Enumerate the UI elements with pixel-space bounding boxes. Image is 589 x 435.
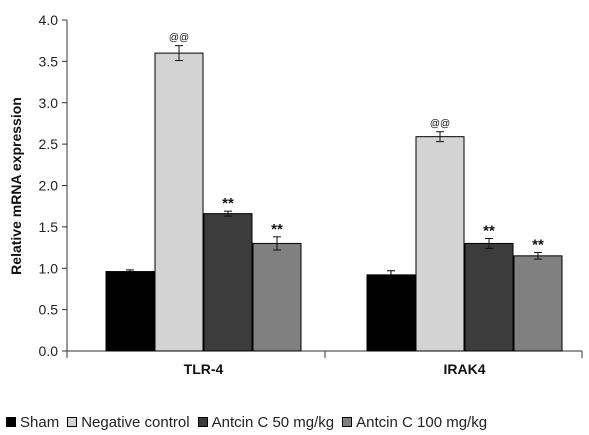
significance-label: ** <box>271 221 283 238</box>
y-tick-label: 0.5 <box>39 302 59 318</box>
y-tick-label: 4.0 <box>39 12 59 28</box>
bar-irak4-series-0 <box>366 274 416 352</box>
bar-tlr-4-series-2 <box>203 213 253 352</box>
legend-label: Antcin C 50 mg/kg <box>211 413 335 431</box>
y-tick-label: 3.0 <box>39 95 59 111</box>
significance-label: ** <box>222 195 234 212</box>
bar-tlr-4-series-3 <box>252 242 302 352</box>
legend-swatch <box>6 417 16 427</box>
y-tick-label: 1.5 <box>39 219 59 235</box>
legend-item: Sham <box>6 414 59 431</box>
bar-irak4-series-3 <box>513 255 563 352</box>
plot-area: 0.0 0.5 1.0 1.5 2.0 2.5 3.0 3.5 4.0 @@ ** ** TLR-4 @@… <box>39 12 583 377</box>
legend-swatch <box>197 417 208 427</box>
legend-item: Antcin C 50 mg/kg <box>197 413 335 431</box>
category-label: TLR-4 <box>184 361 224 377</box>
y-tick-label: 2.0 <box>39 178 59 194</box>
legend-swatch <box>342 417 353 427</box>
legend-label: Sham <box>20 413 60 431</box>
y-tick-label: 3.5 <box>39 53 59 69</box>
y-tick-label: 0.0 <box>39 343 59 359</box>
legend-label: Negative control <box>81 413 190 431</box>
y-axis-label: Relative mRNA expression <box>8 97 24 275</box>
legend-label: Antcin C 100 mg/kg <box>356 413 488 431</box>
y-tick-label: 2.5 <box>39 136 59 152</box>
bar-tlr-4-series-1 <box>154 52 204 352</box>
significance-label: @@ <box>169 33 189 44</box>
significance-label: ** <box>532 237 544 254</box>
legend-item: Negative control <box>67 413 190 431</box>
bar-chart: Relative mRNA expression 0.0 0.5 1.0 1.5 2.0… <box>8 12 583 377</box>
bar-irak4-series-2 <box>464 242 514 352</box>
bar-tlr-4-series-0 <box>105 271 155 352</box>
y-tick-label: 1.0 <box>39 260 59 276</box>
category-label: IRAK4 <box>443 361 485 377</box>
significance-label: ** <box>483 222 495 239</box>
legend-swatch <box>67 417 78 427</box>
bar-irak4-series-1 <box>415 136 465 352</box>
legend: Sham Negative control Antcin C 50 mg/kg Ant… <box>6 411 589 433</box>
significance-label: @@ <box>430 119 450 130</box>
legend-item: Antcin C 100 mg/kg <box>342 414 487 431</box>
